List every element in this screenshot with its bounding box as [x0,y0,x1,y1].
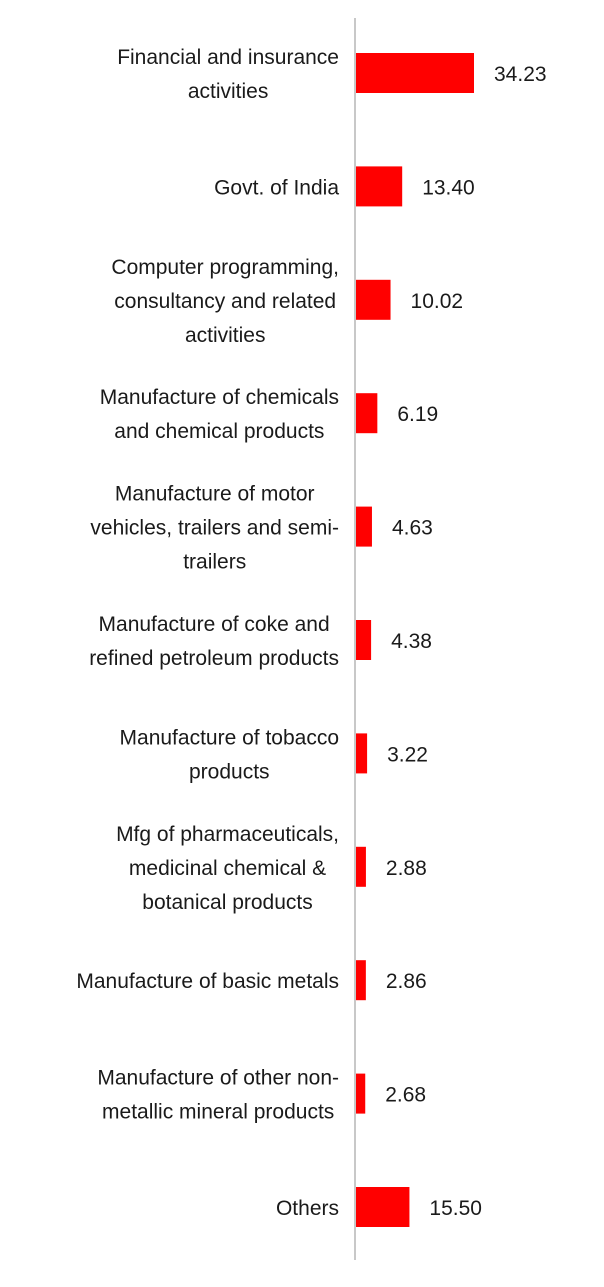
category-label-line: Others [276,1197,339,1220]
category-label-line: activities [188,80,269,103]
bar-0 [356,53,474,93]
category-label-6: Manufacture of tobacco products [120,726,339,783]
category-label-5: Manufacture of coke and refined petroleum… [89,613,339,670]
category-label-line: Financial and insurance [117,46,339,69]
category-label-line: botanical products [142,891,312,914]
category-label-7: Mfg of pharmaceuticals, medicinal chemica… [116,823,339,914]
category-label-0: Financial and insurance activities [117,46,339,103]
category-label-line: consultancy and related [114,290,336,313]
value-label-5: 4.38 [391,630,432,653]
bar-10 [356,1187,410,1227]
category-label-line: activities [185,324,266,347]
category-label-3: Manufacture of chemicals and chemical pro… [100,386,339,443]
bar-9 [356,1073,366,1114]
category-label-line: refined petroleum products [89,647,339,670]
category-label-line: trailers [183,551,246,574]
bar-3 [356,393,378,434]
bar-2 [356,279,391,320]
category-label-line: metallic mineral products [102,1101,334,1124]
value-label-2: 10.02 [411,290,464,313]
bar-6 [356,733,368,774]
category-label-line: Manufacture of chemicals [100,386,339,409]
bar-5 [356,620,372,660]
value-label-7: 2.88 [386,857,427,880]
category-label-line: medicinal chemical & [129,857,326,880]
category-label-10: Others [276,1197,339,1220]
category-label-line: Govt. of India [214,176,339,199]
bar-7 [356,846,366,887]
category-label-line: vehicles, trailers and semi- [90,517,339,540]
value-label-3: 6.19 [397,403,438,426]
value-label-9: 2.68 [385,1084,426,1107]
category-label-2: Computer programming, consultancy and rel… [111,256,339,347]
category-label-line: Mfg of pharmaceuticals, [116,823,339,846]
value-label-6: 3.22 [387,743,428,766]
value-label-4: 4.63 [392,517,433,540]
category-label-line: products [189,760,270,783]
bar-1 [356,166,403,207]
category-label-line: and chemical products [114,420,324,443]
category-label-8: Manufacture of basic metals [76,970,339,993]
value-label-8: 2.86 [386,970,427,993]
category-label-line: Manufacture of coke and [99,613,330,636]
category-label-9: Manufacture of other non-metallic minera… [97,1067,339,1124]
value-label-10: 15.50 [429,1197,482,1220]
category-label-4: Manufacture of motor vehicles, trailers a… [90,483,339,574]
category-label-line: Manufacture of tobacco [120,726,339,749]
category-label-line: Manufacture of motor [115,483,315,506]
category-label-line: Computer programming, [111,256,339,279]
category-label-line: Manufacture of basic metals [76,970,339,993]
category-label-1: Govt. of India [214,176,339,199]
value-label-1: 13.40 [422,176,475,199]
category-label-line: Manufacture of other non- [97,1067,339,1090]
bar-8 [356,960,366,1001]
bar-4 [356,506,372,547]
value-label-0: 34.23 [494,63,547,86]
